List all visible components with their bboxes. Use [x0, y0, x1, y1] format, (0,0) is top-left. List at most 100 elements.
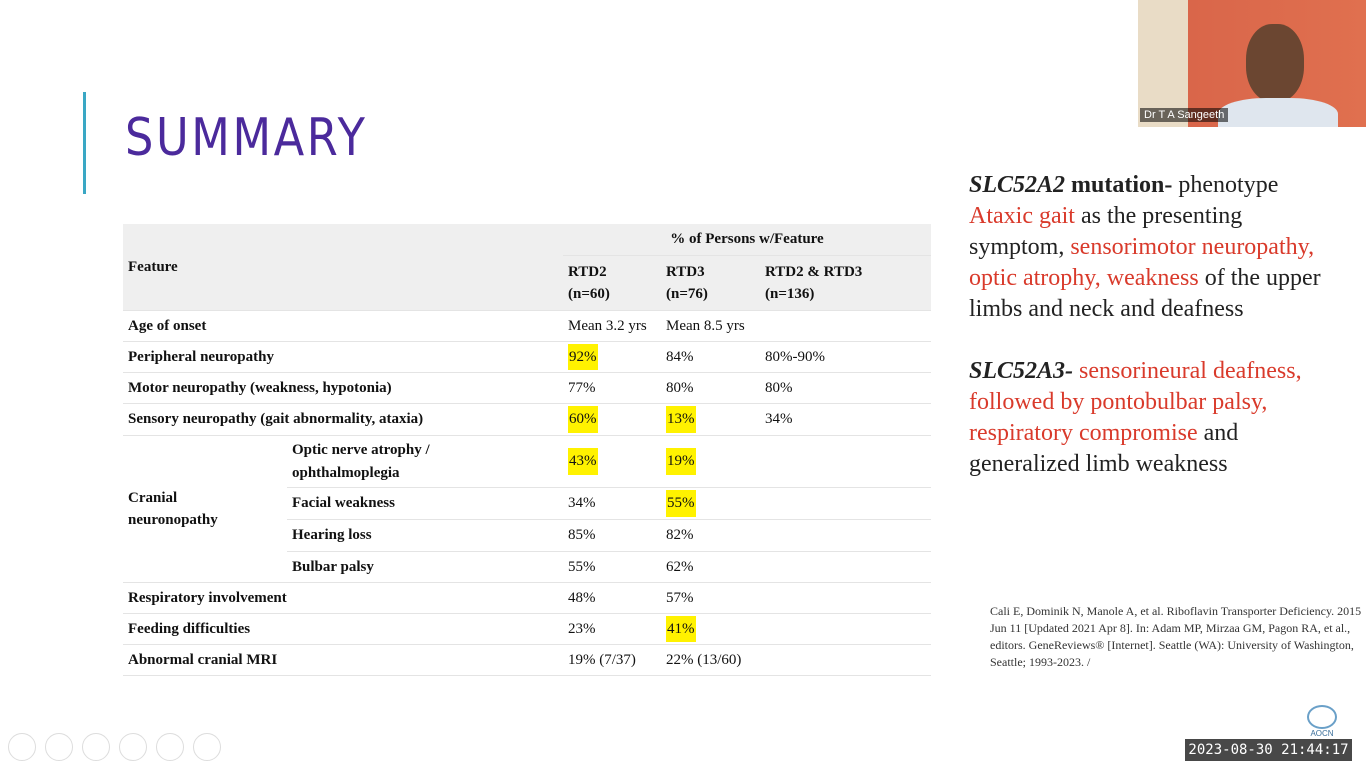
header-label: Feature: [128, 258, 178, 275]
feature-cell: Peripheral neuropathy: [123, 342, 563, 373]
toolbar-button[interactable]: [119, 733, 147, 761]
value: 92%: [568, 343, 598, 371]
column-name: RTD2 & RTD3: [765, 263, 863, 280]
value: 34%: [568, 495, 596, 512]
value-cell: 62%: [661, 552, 760, 583]
value: 84%: [666, 348, 694, 365]
header-cell: % of Persons w/Feature: [563, 224, 931, 256]
column-header: RTD3 (n=76): [661, 256, 760, 311]
feature-cell: Motor neuropathy (weakness, hypotonia): [123, 373, 563, 404]
toolbar-button[interactable]: [193, 733, 221, 761]
feature: Age of onset: [128, 317, 207, 334]
logo: AOCN: [1302, 705, 1342, 738]
subfeature-cell: Bulbar palsy: [287, 552, 563, 583]
subfeature-cell: Facial weakness: [287, 488, 563, 520]
value-cell: 19%: [661, 436, 760, 488]
column-n: (n=136): [765, 286, 815, 302]
value-cell: 84%: [661, 342, 760, 373]
value: 13%: [666, 406, 696, 433]
value: Mean 8.5 yrs: [666, 317, 745, 334]
value-cell: [760, 583, 931, 614]
feature: Feeding difficulties: [128, 620, 251, 637]
speaker-body: [1218, 98, 1338, 127]
feature-cell: Respiratory involvement: [123, 583, 563, 614]
phenotype-notes: SLC52A2 mutation- phenotype Ataxic gait …: [969, 170, 1334, 511]
subfeature: Hearing loss: [292, 527, 372, 544]
value-cell: [760, 436, 931, 488]
column-name: RTD2: [568, 263, 607, 280]
value-cell: 55%: [661, 488, 760, 520]
value-cell: 19% (7/37): [563, 645, 661, 676]
subfeature-cell: Hearing loss: [287, 520, 563, 552]
value-cell: Mean 3.2 yrs: [563, 311, 661, 342]
value-cell: 82%: [661, 520, 760, 552]
value-cell: 80%-90%: [760, 342, 931, 373]
value-cell: 85%: [563, 520, 661, 552]
value: 48%: [568, 589, 596, 606]
value-cell: 43%: [563, 436, 661, 488]
group-label: Cranial neuronopathy: [128, 489, 218, 529]
value-cell: 41%: [661, 614, 760, 645]
subfeature: Bulbar palsy: [292, 558, 374, 575]
value: 57%: [666, 589, 694, 606]
value-cell: 23%: [563, 614, 661, 645]
column-n: (n=60): [568, 286, 610, 302]
note-segment: phenotype: [1178, 172, 1279, 198]
accent-bar: [83, 92, 86, 194]
value: 19% (7/37): [568, 651, 636, 668]
value-cell: 77%: [563, 373, 661, 404]
note-segment: SLC52A3-: [969, 358, 1074, 384]
value: 43%: [568, 448, 598, 475]
note-segment: sensorimotor neuropathy, optic atrophy, …: [969, 234, 1315, 291]
value: 80%: [666, 379, 694, 396]
summary-table: Feature % of Persons w/Feature RTD2 (n=60) R…: [123, 224, 931, 676]
value-cell: [760, 311, 931, 342]
value-cell: 60%: [563, 404, 661, 436]
value: 62%: [666, 558, 694, 575]
toolbar-button[interactable]: [45, 733, 73, 761]
value: 22% (13/60): [666, 651, 742, 668]
column-n: (n=76): [666, 286, 708, 302]
value-cell: 92%: [563, 342, 661, 373]
value: 80%: [765, 379, 793, 396]
feature: Respiratory involvement: [128, 589, 287, 606]
timestamp: 2023-08-30 21:44:17: [1185, 739, 1352, 761]
toolbar-button[interactable]: [8, 733, 36, 761]
value: 77%: [568, 379, 596, 396]
value: 80%-90%: [765, 348, 825, 365]
value: 82%: [666, 527, 694, 544]
note-segment: as the presenting symptom,: [969, 203, 1243, 260]
value-cell: Mean 8.5 yrs: [661, 311, 760, 342]
feature-cell: Abnormal cranial MRI: [123, 645, 563, 676]
value: 85%: [568, 527, 596, 544]
subfeature-cell: Optic nerve atrophy / ophthalmoplegia: [287, 436, 563, 488]
value: 19%: [666, 448, 696, 475]
slide-title: SUMMARY: [125, 108, 368, 168]
note-segment: SLC52A2: [969, 172, 1066, 198]
header-group: % of Persons w/Feature: [670, 231, 824, 248]
value-cell: 55%: [563, 552, 661, 583]
speaker-head: [1246, 24, 1304, 102]
value: 55%: [666, 490, 696, 517]
value-cell: 80%: [661, 373, 760, 404]
value-cell: [760, 614, 931, 645]
toolbar-button[interactable]: [156, 733, 184, 761]
note-segment: sensorineural deafness, followed by pont…: [969, 358, 1302, 446]
value-cell: [760, 645, 931, 676]
value-cell: 57%: [661, 583, 760, 614]
feature: Sensory neuropathy (gait abnormality, at…: [128, 411, 424, 428]
logo-mark: [1307, 705, 1337, 729]
speaker-name: Dr T A Sangeeth: [1140, 108, 1229, 122]
note-segment: Ataxic gait: [969, 203, 1075, 229]
value: 60%: [568, 406, 598, 433]
toolbar-button[interactable]: [82, 733, 110, 761]
note-segment: of the upper limbs and neck and deafness: [969, 265, 1321, 322]
logo-text: AOCN: [1310, 729, 1334, 738]
value-cell: 34%: [760, 404, 931, 436]
column-header: RTD2 & RTD3 (n=136): [760, 256, 931, 311]
value-cell: 80%: [760, 373, 931, 404]
value-cell: 22% (13/60): [661, 645, 760, 676]
value-cell: 34%: [563, 488, 661, 520]
subfeature: Facial weakness: [292, 495, 395, 512]
